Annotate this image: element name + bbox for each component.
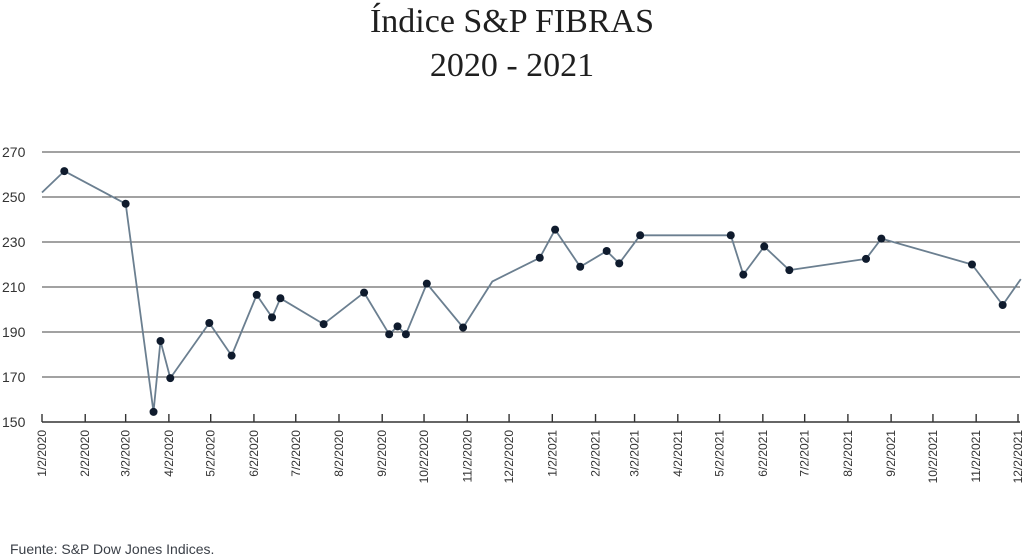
data-point xyxy=(268,313,277,322)
data-point xyxy=(998,301,1007,309)
data-point xyxy=(760,242,769,251)
data-point xyxy=(385,330,394,339)
data-point xyxy=(227,351,236,360)
data-point xyxy=(401,330,410,339)
data-point xyxy=(60,167,69,176)
x-tick-label: 3/2/2021 xyxy=(628,430,642,477)
data-point xyxy=(205,319,214,327)
chart-subtitle: 2020 - 2021 xyxy=(429,47,595,84)
x-tick-label: 4/2/2020 xyxy=(162,430,176,477)
chart-title: Índice S&P FIBRAS xyxy=(369,3,654,40)
y-tick-label: 150 xyxy=(2,414,26,430)
data-point xyxy=(276,294,285,303)
data-point xyxy=(459,323,468,332)
data-point xyxy=(360,288,369,297)
x-tick-label: 10/2/2021 xyxy=(926,430,940,484)
data-point xyxy=(576,262,585,271)
data-point xyxy=(602,247,611,255)
data-point xyxy=(551,225,560,234)
x-tick-label: 7/2/2020 xyxy=(289,430,303,477)
data-point xyxy=(252,290,261,299)
y-tick-label: 170 xyxy=(2,369,26,385)
data-point xyxy=(726,231,735,240)
x-tick-label: 6/2/2020 xyxy=(247,430,261,477)
data-point xyxy=(156,337,165,345)
data-point xyxy=(739,270,748,279)
x-tick-label: 6/2/2021 xyxy=(756,430,770,477)
data-point xyxy=(535,253,544,262)
x-tick-label: 9/2/2021 xyxy=(884,430,898,477)
data-point xyxy=(615,259,624,268)
data-point xyxy=(877,234,886,243)
x-tick-label: 2/2/2021 xyxy=(589,430,603,477)
data-point xyxy=(149,407,158,416)
x-tick-label: 7/2/2021 xyxy=(798,430,812,477)
y-tick-label: 230 xyxy=(2,234,26,250)
x-tick-label: 12/2/2020 xyxy=(502,430,516,484)
data-point xyxy=(121,199,130,208)
x-tick-label: 9/2/2020 xyxy=(375,430,389,477)
x-tick-label: 3/2/2020 xyxy=(119,430,133,477)
x-tick-label: 2/2/2020 xyxy=(78,430,92,477)
y-tick-label: 270 xyxy=(2,144,26,160)
data-point xyxy=(785,266,794,275)
source-note: Fuente: S&P Dow Jones Indices. xyxy=(10,541,215,557)
x-tick-label: 11/2/2020 xyxy=(460,430,474,483)
x-tick-label: 8/2/2021 xyxy=(841,430,855,477)
series-line xyxy=(41,170,1022,413)
y-tick-label: 190 xyxy=(2,324,26,340)
x-tick-label: 11/2/2021 xyxy=(969,430,983,483)
data-point xyxy=(862,254,871,263)
y-tick-label: 210 xyxy=(2,279,26,295)
data-point xyxy=(393,322,402,331)
data-point xyxy=(319,320,328,329)
x-tick-label: 8/2/2020 xyxy=(332,430,346,477)
x-tick-label: 10/2/2020 xyxy=(417,430,431,484)
x-tick-label: 5/2/2021 xyxy=(713,430,727,477)
x-tick-label: 5/2/2020 xyxy=(204,430,218,477)
x-tick-label: 1/2/2020 xyxy=(35,430,49,477)
data-point xyxy=(166,374,175,383)
x-tick-label: 4/2/2021 xyxy=(671,430,685,477)
y-tick-label: 250 xyxy=(2,189,26,205)
data-point xyxy=(636,231,645,240)
x-tick-label: 12/2/2021 xyxy=(1011,430,1024,484)
x-tick-label: 1/2/2021 xyxy=(545,430,559,477)
data-point xyxy=(422,279,431,288)
data-point xyxy=(967,260,976,269)
